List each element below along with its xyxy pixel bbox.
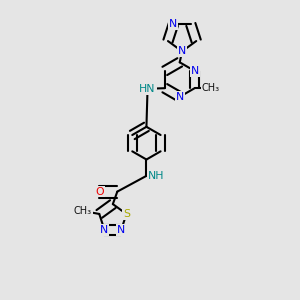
- Text: N: N: [169, 20, 178, 29]
- Text: N: N: [178, 46, 186, 56]
- Text: N: N: [117, 225, 125, 235]
- Text: CH₃: CH₃: [74, 206, 92, 216]
- Text: NH: NH: [148, 171, 164, 181]
- Text: S: S: [123, 209, 130, 219]
- Text: N: N: [176, 92, 184, 102]
- Text: CH₃: CH₃: [202, 83, 220, 93]
- Text: N: N: [190, 66, 199, 76]
- Text: O: O: [95, 187, 104, 196]
- Text: N: N: [100, 225, 109, 235]
- Text: HN: HN: [139, 84, 156, 94]
